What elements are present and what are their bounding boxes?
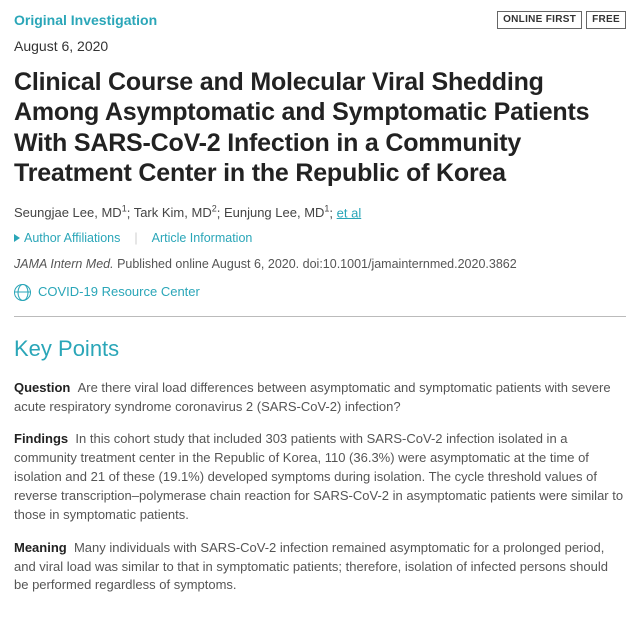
article-information-label: Article Information (152, 229, 253, 247)
publication-date: August 6, 2020 (14, 36, 626, 56)
journal-name: JAMA Intern Med. (14, 257, 114, 271)
key-point-findings: Findings In this cohort study that inclu… (14, 430, 626, 524)
doi: doi:10.1001/jamainternmed.2020.3862 (303, 257, 517, 271)
globe-icon (14, 284, 31, 301)
author-2[interactable]: Tark Kim, MD2 (134, 205, 217, 220)
key-points-heading: Key Points (14, 333, 626, 365)
resource-link-label: COVID-19 Resource Center (38, 283, 200, 302)
author-etal-link[interactable]: et al (337, 205, 362, 220)
badge-online-first: ONLINE FIRST (497, 11, 582, 30)
key-point-meaning: Meaning Many individuals with SARS-CoV-2… (14, 539, 626, 596)
badges-container: ONLINE FIRST FREE (497, 11, 626, 30)
expand-row: Author Affiliations | Article Informatio… (14, 229, 626, 247)
publication-info: Published online August 6, 2020. (117, 257, 299, 271)
header-top-row: Original Investigation ONLINE FIRST FREE (14, 10, 626, 30)
kp-text-meaning: Many individuals with SARS-CoV-2 infecti… (14, 540, 608, 593)
chevron-right-icon (14, 234, 20, 242)
citation-line: JAMA Intern Med. Published online August… (14, 255, 626, 273)
article-type: Original Investigation (14, 10, 157, 30)
horizontal-rule (14, 316, 626, 317)
divider: | (134, 229, 137, 247)
kp-label-meaning: Meaning (14, 540, 67, 555)
key-point-question: Question Are there viral load difference… (14, 379, 626, 417)
author-affiliations-label: Author Affiliations (24, 229, 120, 247)
article-title: Clinical Course and Molecular Viral Shed… (14, 67, 626, 189)
kp-text-findings: In this cohort study that included 303 p… (14, 431, 623, 521)
covid-resource-link[interactable]: COVID-19 Resource Center (14, 283, 626, 302)
badge-free: FREE (586, 11, 626, 30)
author-1[interactable]: Seungjae Lee, MD1 (14, 205, 127, 220)
kp-label-findings: Findings (14, 431, 68, 446)
author-affiliations-toggle[interactable]: Author Affiliations (14, 229, 120, 247)
author-list: Seungjae Lee, MD1; Tark Kim, MD2; Eunjun… (14, 203, 626, 223)
kp-text-question: Are there viral load differences between… (14, 380, 611, 414)
kp-label-question: Question (14, 380, 70, 395)
article-information-toggle[interactable]: Article Information (152, 229, 253, 247)
author-3[interactable]: Eunjung Lee, MD1 (224, 205, 329, 220)
